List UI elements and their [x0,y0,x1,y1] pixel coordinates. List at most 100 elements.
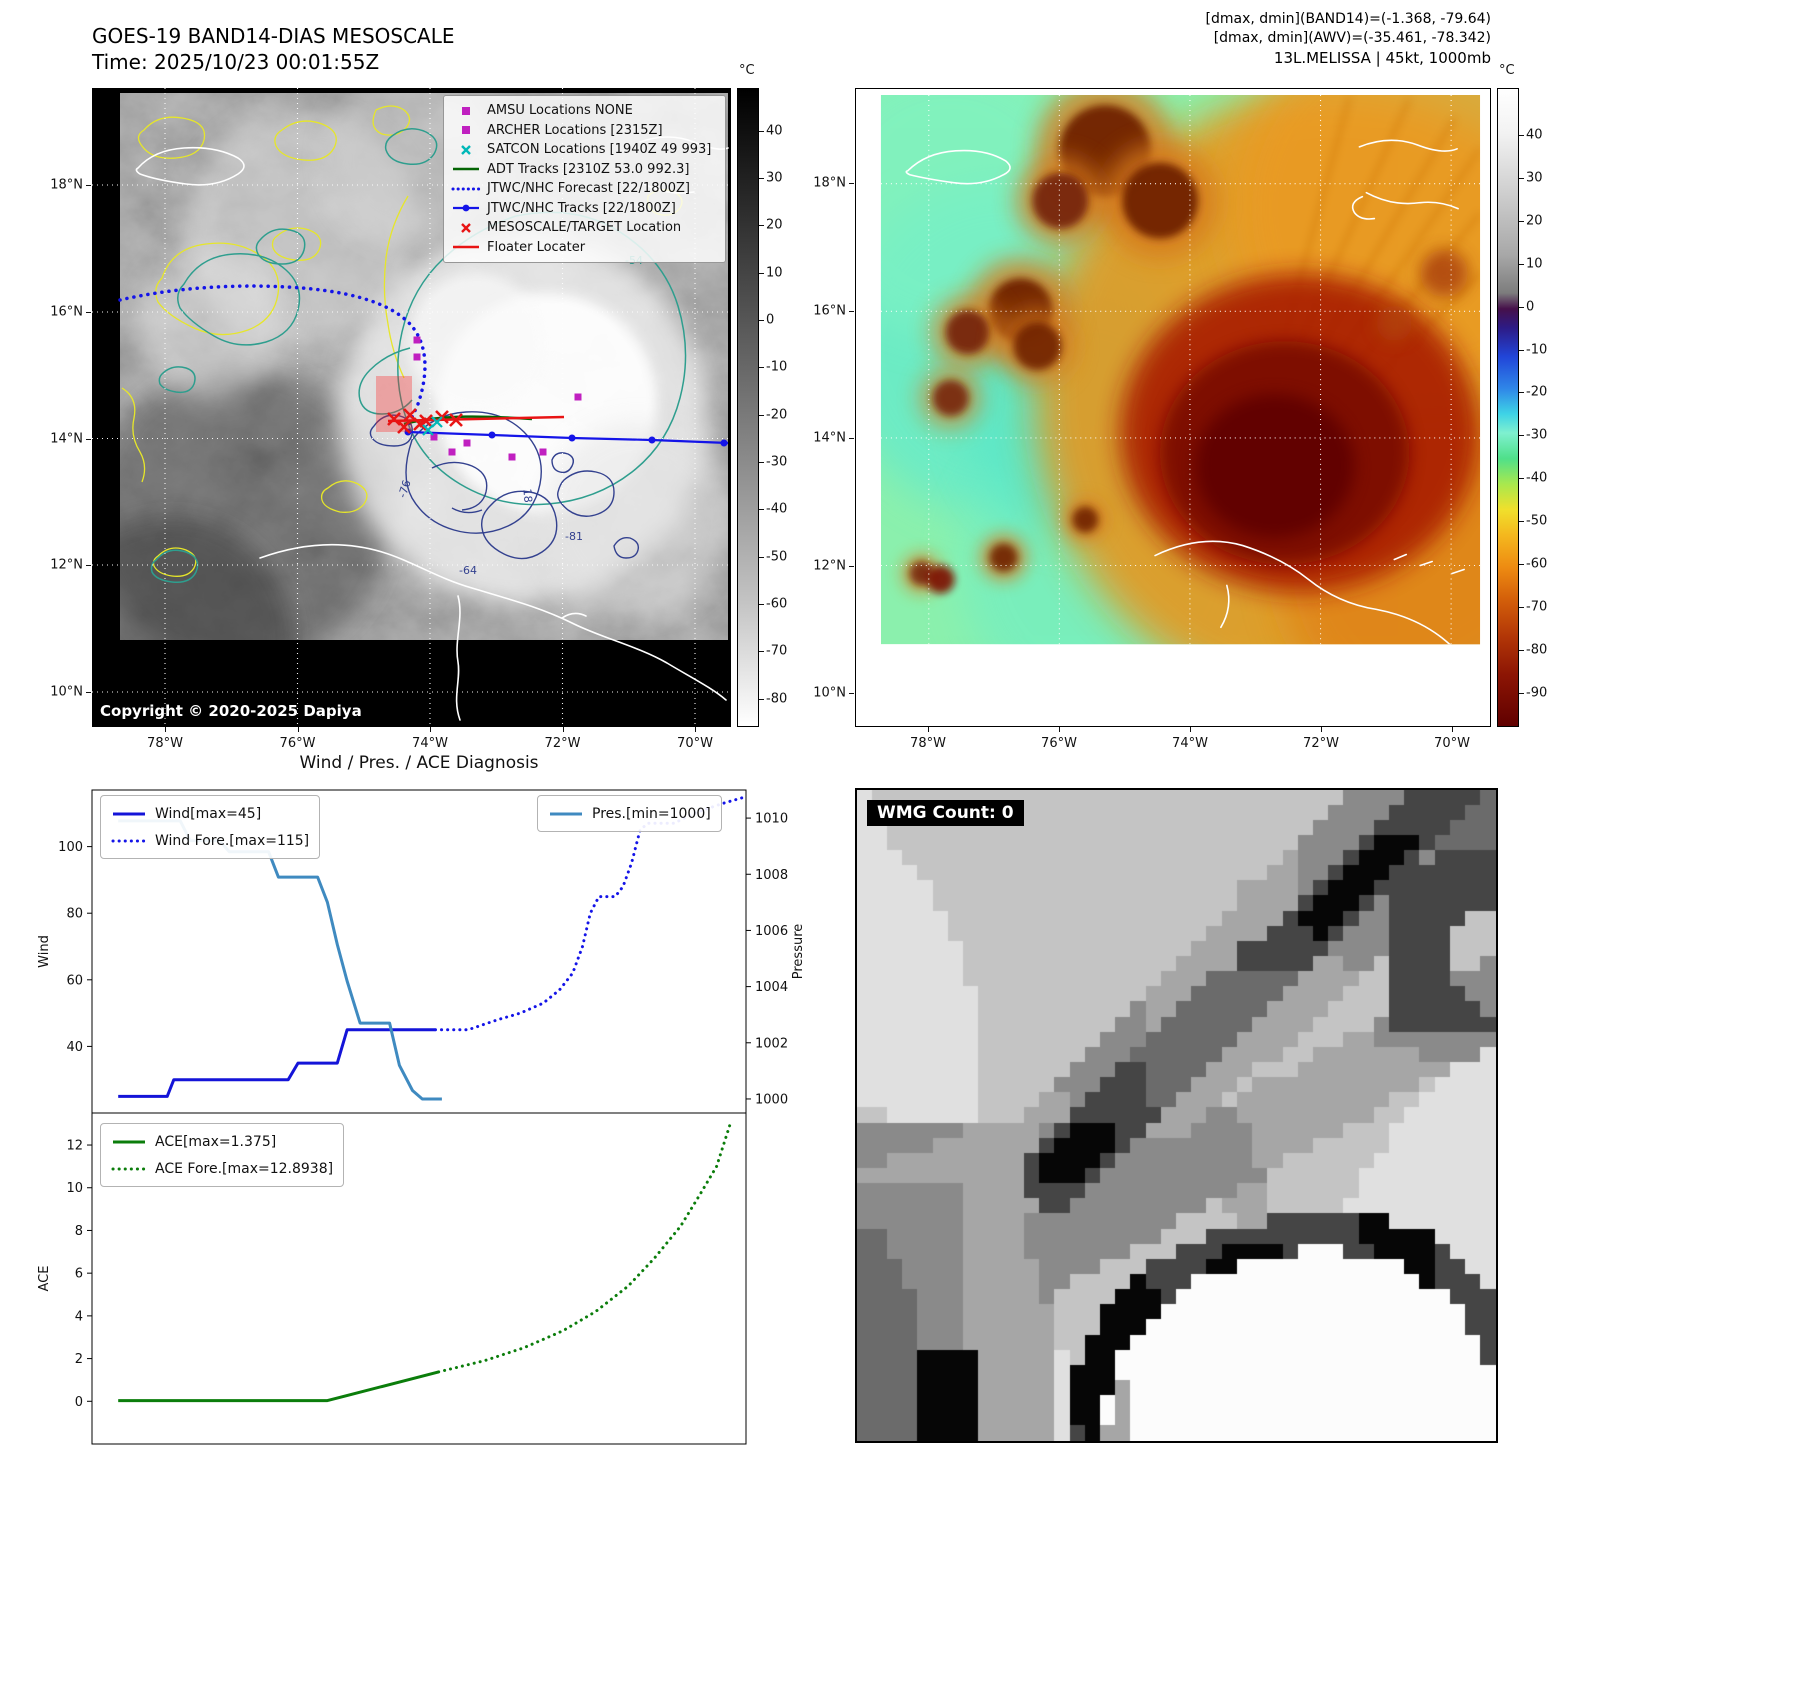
y-tick-mark [849,566,854,567]
x-marker-icon [461,222,471,233]
x-tick-label: 72°W [544,736,581,751]
colorbar-tick-label: 0 [1526,299,1535,315]
awv-colorbar-gradient [1497,88,1519,727]
wmg-count-badge: WMG Count: 0 [867,800,1024,826]
x-tick-mark [165,727,166,732]
series-ACE[max=1.375] [118,1370,439,1403]
legend-item-label: ARCHER Locations [2315Z] [487,122,663,138]
svg-text:80: 80 [66,907,83,922]
ir-contours-yellow [121,105,683,577]
svg-text:100: 100 [58,840,83,855]
y-tick-mark [86,438,91,440]
svg-text:4: 4 [75,1309,83,1324]
colorbar-tick-label: 30 [766,170,783,186]
colorbar-tick-mark [1519,263,1524,265]
goes-colorbar-unit: °C [739,63,755,78]
legend-item: SATCON Locations [1940Z 49 993] [451,140,718,160]
dotted-marker-icon [451,187,481,191]
legend-item: JTWC/NHC Tracks [22/1800Z] [451,199,718,219]
colorbar-tick-mark [759,225,764,227]
svg-text:1002: 1002 [755,1036,788,1051]
contour-label: -64 [459,564,477,577]
jtwc-track-markers [404,428,728,447]
x-tick-label: 74°W [1172,736,1208,751]
legend-item-label: SATCON Locations [1940Z 49 993] [487,142,712,158]
colorbar-tick-label: -80 [766,691,788,707]
series-ACE Fore.[max=12.8938] [437,1124,732,1374]
colorbar-tick-mark [759,130,764,132]
x-tick-label: 70°W [1434,736,1470,751]
ir-contours-navy [369,411,640,560]
pressure-chart-legend: Pres.[min=1000] [537,795,722,832]
y-tick-label: 18°N [813,175,846,191]
svg-text:60: 60 [66,973,83,988]
colorbar-tick-mark [759,177,764,179]
line-marker-icon [453,167,479,171]
legend-item-label: AMSU Locations NONE [487,103,633,119]
legend-item: MESOSCALE/TARGET Location [451,218,718,238]
legend-item-label: ACE Fore.[max=12.8938] [155,1160,334,1177]
x-tick-mark [430,727,431,732]
colorbar-tick-label: 20 [766,217,783,233]
awv-colorbar: 40 30 20 10 0 -10 -20 -30 -40 -50 -60 -70 -80 -90 [1497,88,1547,727]
y-tick-mark [849,693,854,694]
awv-imagery [880,94,1481,645]
colorbar-tick-label: 20 [1526,213,1543,229]
archer-amsu-markers [413,336,582,461]
y-tick-mark [86,565,91,566]
legend-item: Wind Fore.[max=115] [111,827,309,854]
colorbar-tick-label: 10 [766,265,783,281]
y-tick-mark [849,438,854,439]
colorbar-tick-label: 0 [766,312,775,328]
y-tick-label: 12°N [50,557,83,573]
colorbar-tick-label: -50 [1526,513,1548,529]
x-tick-label: 70°W [677,736,713,751]
map-legend: AMSU Locations NONE ARCHER Locations [231… [443,95,726,263]
ace-chart-legend: ACE[max=1.375] ACE Fore.[max=12.8938] [100,1123,345,1187]
colorbar-tick-label: -60 [766,596,788,612]
colorbar-tick-label: -70 [1526,599,1548,615]
jtwc-forecast-track [118,284,427,428]
svg-text:6: 6 [75,1267,83,1282]
awv-satellite-map [855,88,1491,727]
y-tick-label: 16°N [50,304,83,320]
colorbar-tick-label: -20 [766,407,788,423]
wind-chart-legend: Wind[max=45] Wind Fore.[max=115] [100,795,321,859]
x-tick-label: 78°W [147,736,183,751]
svg-text:1000: 1000 [755,1092,788,1107]
y-axis-label-left: Wind [37,935,52,968]
satcon-markers [422,416,443,436]
svg-text:0: 0 [75,1395,83,1410]
latlon-grid [880,94,1481,645]
svg-text:12: 12 [66,1139,83,1154]
contour-label: 18 [520,488,534,503]
x-tick-mark [1190,727,1191,732]
awv-info-block: [dmax, dmin](BAND14)=(-1.368, -79.64) [d… [1206,10,1492,68]
colorbar-tick-label: -60 [1526,556,1548,572]
x-tick-label: 74°W [412,736,448,751]
x-tick-mark [297,727,299,732]
legend-item: ADT Tracks [2310Z 53.0 992.3] [451,160,718,180]
colorbar-tick-mark [759,651,764,653]
colorbar-tick-mark [759,319,764,321]
y-tick-label: 16°N [813,303,846,319]
series-Wind[max=45] [118,1028,436,1098]
colorbar-tick-label: -80 [1526,642,1548,658]
legend-item-label: JTWC/NHC Tracks [22/1800Z] [487,200,676,216]
track-overlays [118,284,729,461]
colorbar-tick-mark [1519,306,1524,308]
wmg-panel: WMG Count: 0 [855,788,1498,1443]
colorbar-tick-mark [759,461,764,463]
copyright-label: Copyright © 2020-2025 Dapiya [100,702,362,720]
svg-text:2: 2 [75,1352,83,1367]
colorbar-tick-mark [1519,392,1524,394]
x-marker-icon [461,144,471,155]
legend-item-label: JTWC/NHC Forecast [22/1800Z] [487,181,690,197]
svg-text:1006: 1006 [755,924,788,939]
square-marker-icon [462,106,470,115]
x-tick-mark [695,727,696,732]
y-tick-mark [849,183,854,184]
contour-label: -76 [396,478,414,499]
